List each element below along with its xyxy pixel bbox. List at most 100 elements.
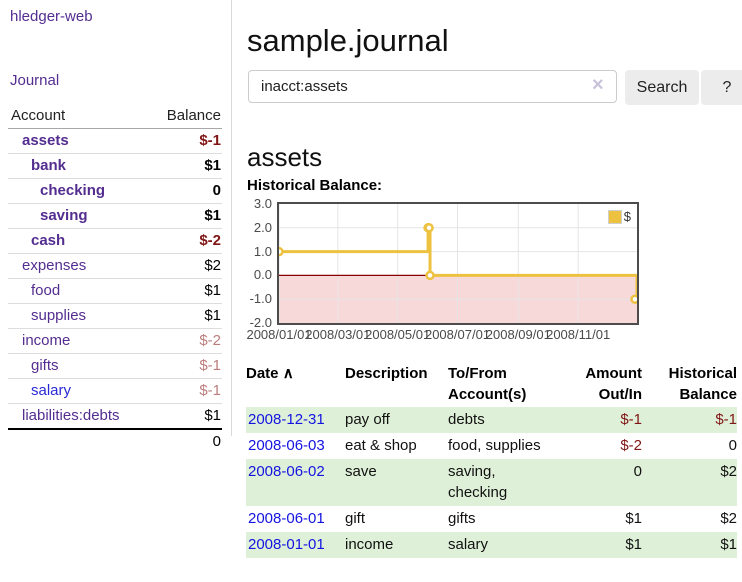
register-table: Date ∧ Description To/From Account(s) Am… (246, 363, 737, 558)
transaction-accounts: gifts (448, 510, 476, 527)
register-row[interactable]: 2008-12-31 pay off debts $-1 $-1 (246, 407, 737, 433)
x-tick-label: 2008/05/01 (365, 327, 431, 342)
account-row: bank $1 (8, 154, 222, 179)
account-link-assets[interactable]: assets (22, 132, 69, 149)
column-header-accounts: To/From Account(s) (448, 365, 527, 403)
chart-legend: $ (605, 208, 633, 225)
transaction-description: eat & shop (345, 437, 417, 454)
column-header-date[interactable]: Date ∧ (246, 365, 294, 382)
transaction-accounts: food, supplies (448, 437, 541, 454)
legend-label: $ (623, 209, 631, 224)
register-row[interactable]: 2008-06-01 gift gifts $1 $2 (246, 506, 737, 532)
account-row: assets $-1 (8, 129, 222, 154)
y-tick-label: -1.0 (249, 291, 272, 307)
account-balance: $-2 (199, 232, 221, 249)
sidebar-item-journal[interactable]: Journal (10, 72, 60, 89)
column-header-amount: Amount Out/In (585, 365, 642, 403)
transaction-balance: $2 (720, 463, 737, 480)
account-link-liabilities-debts[interactable]: liabilities:debts (22, 407, 120, 424)
account-row: salary $-1 (8, 379, 222, 404)
account-row: gifts $-1 (8, 354, 222, 379)
app-title-link[interactable]: hledger-web (10, 8, 93, 25)
account-link-bank[interactable]: bank (31, 157, 67, 174)
account-link-checking[interactable]: checking (40, 182, 106, 199)
x-tick-label: 2008/09/01 (485, 327, 551, 342)
transaction-date-link[interactable]: 2008-06-01 (248, 510, 325, 527)
account-balance: $1 (204, 407, 221, 424)
transaction-date-link[interactable]: 2008-06-03 (248, 437, 325, 454)
account-balance: $-1 (199, 382, 221, 399)
balance-column-header: Balance (115, 104, 222, 129)
account-row: expenses $2 (8, 254, 222, 279)
x-tick-label: 2008/07/01 (424, 327, 491, 342)
account-link-saving[interactable]: saving (40, 207, 88, 224)
transaction-accounts: saving, checking (448, 463, 508, 501)
data-point-marker (630, 294, 637, 304)
chart-plot (279, 204, 637, 323)
account-balance: $1 (204, 282, 221, 299)
transaction-balance: 0 (728, 437, 737, 454)
transaction-description: gift (345, 510, 366, 527)
legend-swatch (607, 209, 622, 224)
accounts-total-row: 0 (8, 428, 222, 454)
account-link-income[interactable]: income (22, 332, 71, 349)
account-row: checking 0 (8, 179, 222, 204)
account-link-gifts[interactable]: gifts (31, 357, 59, 374)
account-balance: $-1 (199, 132, 221, 149)
account-link-food[interactable]: food (31, 282, 61, 299)
account-balance: $1 (204, 307, 221, 324)
account-row: income $-2 (8, 329, 222, 354)
sort-ascending-icon: ∧ (282, 365, 294, 382)
chart-label: Historical Balance: (247, 177, 383, 194)
account-link-salary[interactable]: salary (31, 382, 72, 399)
accounts-column-header: Account (8, 104, 115, 129)
account-row: saving $1 (8, 204, 222, 229)
transaction-description: pay off (345, 411, 390, 428)
search-input[interactable] (248, 70, 617, 103)
transaction-balance: $1 (720, 536, 737, 553)
x-tick-label: 2008/01/01 (246, 327, 312, 342)
account-balance: $-1 (199, 357, 221, 374)
register-row[interactable]: 2008-06-02 save saving, checking 0 $2 (246, 459, 737, 506)
account-balance: 0 (212, 182, 221, 199)
page-title: sample.journal (247, 22, 449, 58)
data-point-marker (279, 246, 284, 257)
account-link-cash[interactable]: cash (31, 232, 66, 249)
transaction-balance: $2 (720, 510, 737, 527)
account-balance: $1 (204, 157, 221, 174)
y-tick-label: 2.0 (253, 219, 272, 235)
sidebar-divider (231, 0, 232, 436)
y-tick-label: 1.0 (253, 243, 272, 259)
transaction-accounts: debts (448, 411, 485, 428)
transaction-description: income (345, 536, 394, 553)
data-point-marker (424, 223, 434, 233)
transaction-description: save (345, 463, 377, 480)
account-link-supplies[interactable]: supplies (31, 307, 87, 324)
search-button[interactable]: Search (625, 70, 699, 105)
transaction-date-link[interactable]: 2008-06-02 (248, 463, 325, 480)
x-tick-label: 2008/03/01 (305, 327, 371, 342)
column-header-description: Description (345, 365, 428, 382)
column-header-balance: Historical Balance (668, 365, 737, 403)
register-row[interactable]: 2008-01-01 income salary $1 $1 (246, 532, 737, 558)
data-point-marker (425, 270, 435, 281)
transaction-date-link[interactable]: 2008-01-01 (248, 536, 325, 553)
sidebar-accounts-table: Account Balance assets $-1 bank $1 check… (8, 104, 222, 454)
account-row: supplies $1 (8, 304, 222, 329)
transaction-amount: $1 (625, 536, 642, 553)
y-tick-label: -2.0 (249, 315, 272, 330)
transaction-date-link[interactable]: 2008-12-31 (248, 411, 325, 428)
x-tick-label: 2008/11/01 (546, 327, 611, 342)
register-row[interactable]: 2008-06-03 eat & shop food, supplies $-2… (246, 433, 737, 459)
account-balance: $-2 (199, 332, 221, 349)
clear-search-icon[interactable]: × (592, 74, 604, 96)
account-balance: $1 (204, 207, 221, 224)
transaction-amount: $-1 (620, 411, 642, 428)
transaction-accounts: salary (448, 536, 489, 553)
account-row: liabilities:debts $1 (8, 404, 222, 429)
register-header: Date ∧ Description To/From Account(s) Am… (246, 363, 737, 407)
y-tick-label: 0.0 (253, 267, 272, 283)
account-link-expenses[interactable]: expenses (22, 257, 87, 274)
transaction-amount: $-2 (620, 437, 642, 454)
help-button[interactable]: ? (701, 70, 742, 105)
